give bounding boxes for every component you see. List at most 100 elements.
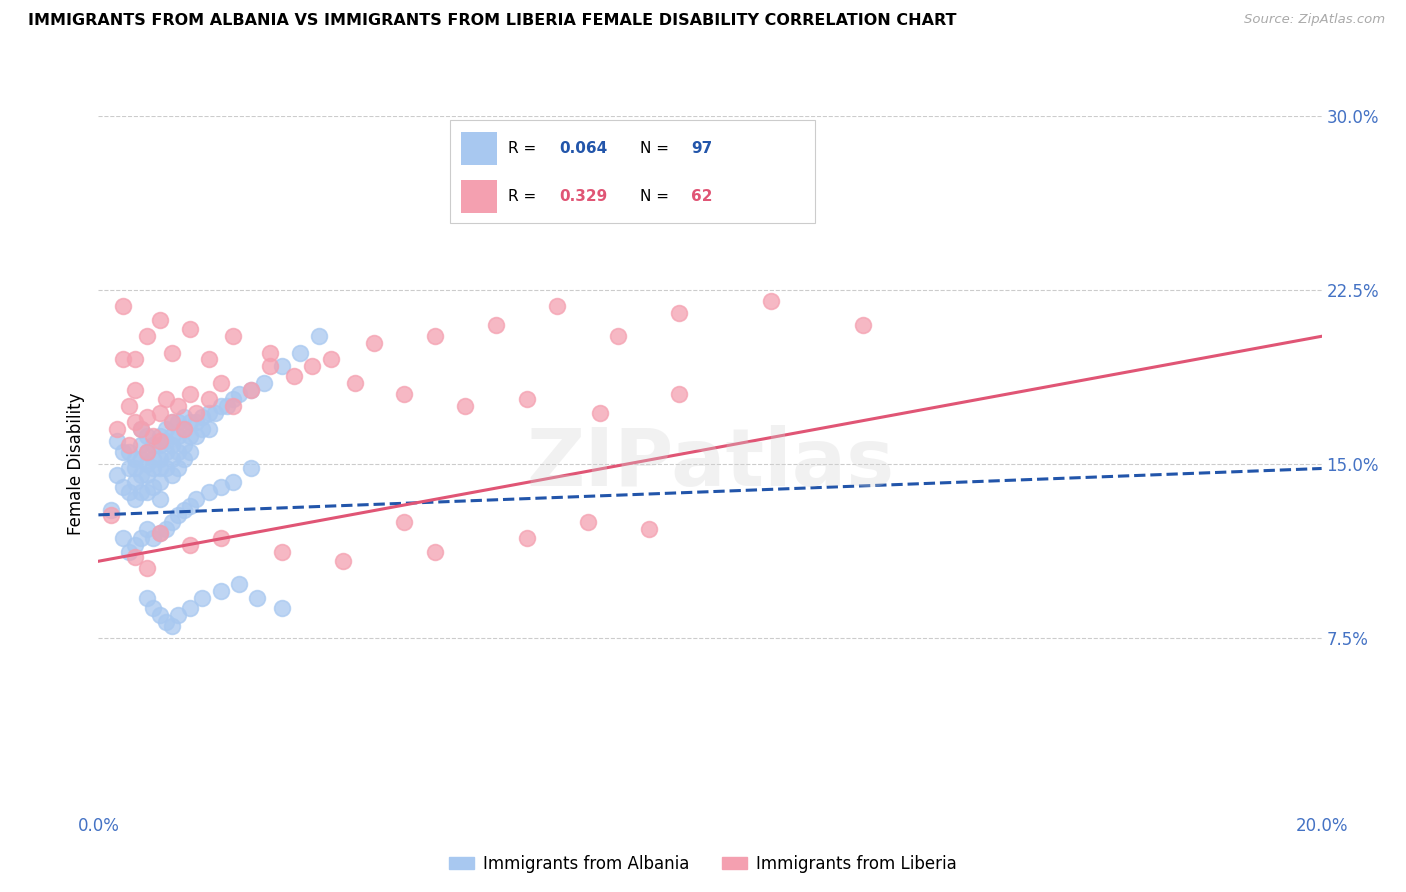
Text: Source: ZipAtlas.com: Source: ZipAtlas.com: [1244, 13, 1385, 27]
Point: [111, 352, 134, 367]
FancyBboxPatch shape: [450, 120, 815, 223]
Point: [173, 503, 195, 517]
Point: [124, 415, 146, 429]
Point: [179, 429, 201, 443]
Point: [124, 452, 146, 467]
Point: [576, 515, 599, 529]
Point: [167, 415, 190, 429]
Point: [668, 387, 690, 401]
Point: [759, 294, 782, 309]
Point: [319, 352, 342, 367]
Point: [332, 554, 354, 568]
Point: [179, 387, 201, 401]
Point: [118, 484, 141, 499]
Point: [149, 429, 172, 443]
Point: [852, 318, 875, 332]
Point: [160, 515, 183, 529]
FancyBboxPatch shape: [461, 180, 498, 212]
Point: [124, 475, 146, 490]
Point: [124, 549, 146, 564]
Point: [160, 619, 183, 633]
Point: [259, 345, 281, 359]
Point: [167, 399, 190, 413]
Point: [105, 468, 128, 483]
Point: [179, 322, 201, 336]
Point: [179, 499, 201, 513]
Point: [546, 299, 568, 313]
Point: [209, 399, 232, 413]
Point: [160, 468, 183, 483]
Point: [149, 475, 172, 490]
Point: [668, 306, 690, 320]
Point: [142, 480, 165, 494]
Point: [142, 452, 165, 467]
Point: [149, 313, 172, 327]
Text: N =: N =: [640, 141, 673, 155]
Point: [149, 438, 172, 452]
Point: [160, 452, 183, 467]
FancyBboxPatch shape: [461, 132, 498, 164]
Text: IMMIGRANTS FROM ALBANIA VS IMMIGRANTS FROM LIBERIA FEMALE DISABILITY CORRELATION: IMMIGRANTS FROM ALBANIA VS IMMIGRANTS FR…: [28, 13, 956, 29]
Point: [209, 376, 232, 390]
Point: [129, 452, 152, 467]
Point: [149, 607, 172, 622]
Point: [111, 480, 134, 494]
Point: [129, 468, 152, 483]
Text: 97: 97: [692, 141, 713, 155]
Point: [252, 376, 274, 390]
Point: [118, 545, 141, 559]
Text: R =: R =: [509, 189, 541, 204]
Point: [149, 406, 172, 420]
Point: [155, 615, 177, 629]
Legend: Immigrants from Albania, Immigrants from Liberia: Immigrants from Albania, Immigrants from…: [443, 848, 963, 880]
Point: [136, 429, 159, 443]
Point: [209, 480, 232, 494]
Point: [142, 438, 165, 452]
Point: [270, 545, 292, 559]
Point: [167, 508, 190, 522]
Point: [344, 376, 367, 390]
Point: [111, 299, 134, 313]
Point: [124, 538, 146, 552]
Point: [607, 329, 630, 343]
Y-axis label: Female Disability: Female Disability: [66, 392, 84, 535]
Point: [124, 491, 146, 506]
Point: [160, 438, 183, 452]
Point: [240, 383, 263, 397]
Point: [129, 484, 152, 499]
Point: [118, 438, 141, 452]
Point: [301, 359, 323, 374]
Point: [167, 607, 190, 622]
Point: [191, 591, 214, 606]
Point: [149, 491, 172, 506]
Point: [228, 577, 250, 591]
Text: N =: N =: [640, 189, 673, 204]
Point: [105, 422, 128, 436]
Point: [191, 422, 214, 436]
Point: [516, 531, 538, 545]
Point: [167, 445, 190, 459]
Point: [222, 399, 245, 413]
Point: [228, 387, 250, 401]
Point: [423, 329, 446, 343]
Point: [197, 392, 219, 406]
Point: [186, 406, 208, 420]
Point: [124, 352, 146, 367]
Point: [149, 461, 172, 475]
Point: [160, 415, 183, 429]
Point: [160, 415, 183, 429]
Point: [209, 531, 232, 545]
Point: [204, 406, 226, 420]
Point: [270, 600, 292, 615]
Point: [637, 522, 661, 536]
Point: [149, 434, 172, 448]
Point: [129, 422, 152, 436]
Point: [197, 422, 219, 436]
Point: [149, 526, 172, 541]
Point: [136, 484, 159, 499]
Point: [197, 484, 219, 499]
Text: R =: R =: [509, 141, 541, 155]
Text: 62: 62: [692, 189, 713, 204]
Point: [283, 368, 305, 383]
Point: [186, 429, 208, 443]
